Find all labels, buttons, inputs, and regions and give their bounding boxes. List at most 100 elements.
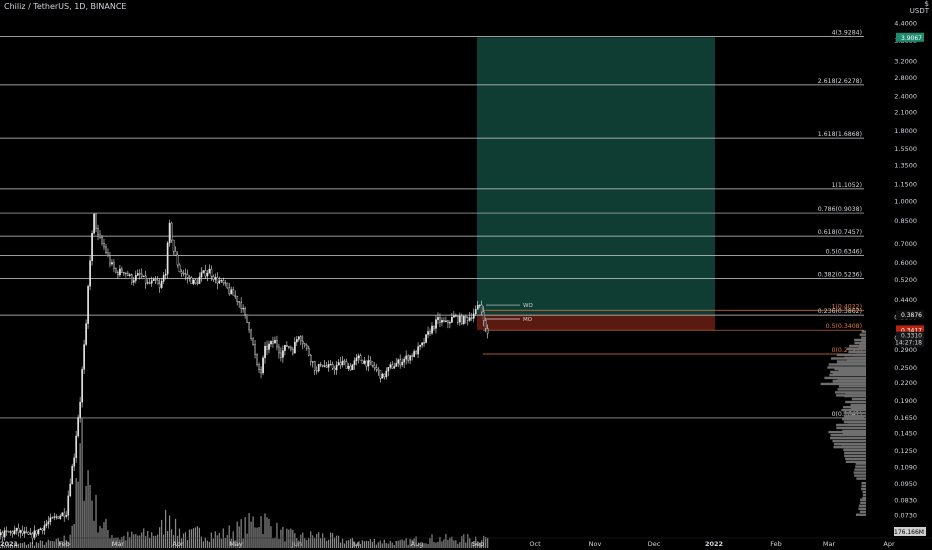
orange-fib-label: 1(0.4022) [832, 303, 862, 310]
candle-body [439, 317, 441, 323]
candle-body [250, 329, 252, 339]
volume-bar [53, 541, 55, 548]
volume-profile-bar [855, 350, 866, 354]
candle-body [160, 281, 163, 288]
volume-bar [147, 531, 149, 548]
orange-fib-label: 0(0.2795) [832, 347, 862, 354]
volume-profile-bar [852, 353, 866, 357]
candle-body [61, 512, 64, 517]
volume-profile-bar [847, 420, 866, 424]
countdown-label: 14:27:18 [895, 340, 922, 347]
volume-profile-bar [837, 388, 866, 391]
candle-body [411, 355, 414, 357]
volume-bar [212, 538, 214, 548]
volume-profile-bar [862, 496, 866, 500]
volume-bar [236, 521, 238, 548]
volume-bar [89, 484, 91, 548]
volume-bar [361, 540, 364, 548]
candle-body [455, 315, 457, 317]
volume-profile-bar [854, 338, 866, 342]
volume-bar [451, 536, 453, 548]
candle-body [401, 361, 404, 366]
candle-body [395, 363, 398, 367]
volume-bar [479, 542, 481, 548]
candle-body [389, 364, 392, 368]
candle-body [25, 531, 28, 533]
candle-body [194, 279, 197, 284]
price-scale-currency-button[interactable]: $ USDT [910, 1, 929, 15]
candle-body [29, 533, 32, 535]
volume-bar [51, 541, 53, 548]
candle-body [383, 373, 386, 378]
volume-bar [75, 478, 77, 548]
candle-body [315, 370, 318, 372]
candle-body [212, 276, 215, 280]
volume-bar [409, 538, 411, 548]
candle-body [63, 512, 66, 517]
volume-bar [389, 540, 391, 548]
candle-body [109, 255, 111, 265]
volume-bar [127, 531, 129, 548]
candle-body [232, 289, 235, 296]
candle-body [367, 360, 370, 367]
volume-bar [27, 544, 30, 548]
volume-profile-bar [834, 367, 866, 371]
volume-bar [357, 542, 360, 548]
volume-bar [43, 544, 45, 548]
volume-bar [87, 470, 89, 548]
volume-bar [180, 538, 183, 548]
volume-bar [316, 534, 318, 548]
price-tick-label: 1.0000 [894, 197, 917, 205]
candle-body [198, 276, 201, 284]
volume-bar [119, 539, 121, 548]
candle-body [210, 268, 213, 277]
volume-bar [314, 537, 316, 548]
volume-bar [33, 545, 35, 548]
volume-bar [401, 539, 403, 548]
volume-bar [17, 543, 20, 548]
candle-body [190, 277, 193, 285]
candle-body [132, 280, 135, 283]
volume-bar [35, 541, 37, 548]
candle-body [407, 355, 410, 361]
volume-profile-bar [845, 457, 866, 461]
candle-body [57, 516, 60, 519]
volume-bar [413, 538, 415, 548]
volume-bar [31, 542, 34, 548]
candle-body [188, 277, 191, 279]
candle-body [309, 354, 312, 362]
candle-body [355, 357, 358, 361]
volume-bar [365, 540, 367, 548]
volume-bar [343, 543, 346, 548]
candle-body [7, 531, 10, 533]
volume-bar [230, 538, 232, 548]
candle-body [216, 277, 219, 284]
candle-body [419, 344, 421, 347]
volume-bar [202, 541, 204, 548]
volume-bar [294, 533, 296, 548]
candle-body [343, 360, 346, 363]
candle-body [443, 320, 445, 322]
candle-body [268, 343, 270, 350]
candle-body [256, 354, 258, 365]
volume-bar [117, 537, 119, 548]
volume-profile-bar [832, 372, 866, 375]
candle-body [87, 286, 89, 324]
volume-bar [153, 535, 155, 548]
volume-bar [290, 528, 292, 548]
candle-body [345, 361, 348, 369]
candle-body [341, 360, 344, 366]
volume-bar [419, 543, 421, 548]
candle-body [371, 361, 374, 366]
candle-body [321, 364, 324, 367]
volume-bar [105, 518, 107, 548]
volume-bar [355, 543, 358, 548]
volume-bar [47, 539, 49, 548]
candle-body [81, 369, 84, 403]
candle-body [325, 365, 328, 368]
volume-bar [262, 534, 264, 548]
volume-bar [0, 546, 2, 548]
candle-body [307, 347, 310, 356]
volume-bar [483, 535, 485, 548]
